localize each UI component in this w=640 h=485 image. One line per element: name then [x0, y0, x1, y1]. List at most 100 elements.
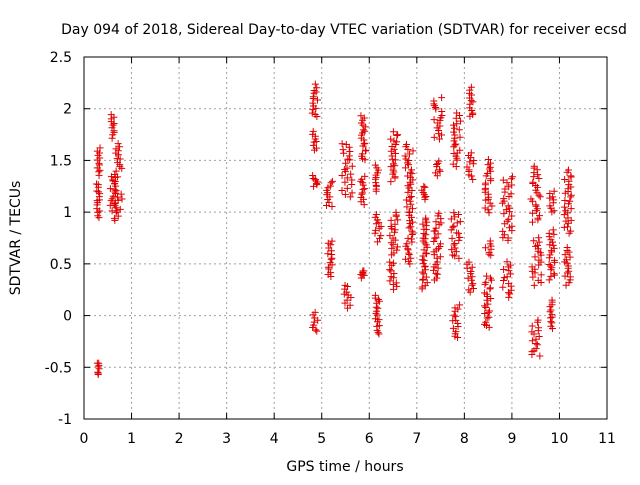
data-point [390, 160, 398, 168]
data-point [389, 128, 397, 136]
chart-title: Day 094 of 2018, Sidereal Day-to-day VTE… [61, 22, 627, 38]
data-point [432, 234, 440, 242]
data-point [309, 127, 317, 135]
data-point [374, 304, 382, 312]
data-point [563, 223, 571, 231]
data-point [405, 250, 413, 258]
data-point [565, 177, 573, 185]
data-point [360, 267, 368, 275]
data-point [371, 291, 379, 299]
data-points [93, 80, 575, 379]
data-point [401, 164, 409, 172]
data-point [391, 156, 399, 164]
data-point [392, 279, 400, 287]
data-point [346, 147, 354, 155]
data-point [549, 226, 557, 234]
data-point [546, 314, 554, 322]
data-point [106, 185, 114, 193]
data-point [449, 121, 457, 129]
data-point [506, 261, 514, 269]
data-point [505, 280, 513, 288]
data-point [107, 111, 115, 119]
data-point [309, 171, 317, 179]
data-point [114, 140, 122, 148]
data-point [450, 222, 458, 230]
data-point [535, 333, 543, 341]
data-point [346, 193, 354, 201]
data-point [357, 194, 365, 202]
data-point [435, 157, 443, 165]
data-point [484, 309, 492, 317]
data-point [419, 252, 427, 260]
data-point [547, 306, 555, 314]
data-point [535, 174, 543, 182]
data-point [390, 259, 398, 267]
data-point [546, 251, 554, 259]
x-tick-label: 4 [270, 431, 279, 447]
plot-frame [83, 56, 608, 420]
data-point [455, 211, 463, 219]
data-point [436, 240, 444, 248]
data-point [448, 246, 456, 254]
data-point [536, 352, 544, 360]
data-point [546, 190, 554, 198]
data-point [404, 188, 412, 196]
data-point [422, 222, 430, 230]
data-point [371, 161, 379, 169]
data-point [455, 126, 463, 134]
data-point [452, 248, 460, 256]
data-point [405, 249, 413, 257]
data-point [467, 149, 475, 157]
data-point [530, 237, 538, 245]
data-point [483, 296, 491, 304]
data-point [567, 172, 575, 180]
data-point [402, 155, 410, 163]
data-point [405, 224, 413, 232]
data-point [116, 143, 124, 151]
data-point [95, 214, 103, 222]
x-tick-label: 3 [222, 431, 231, 447]
data-point [96, 144, 104, 152]
data-point [501, 185, 509, 193]
axis-ticks: 0 1 2 3 4 5 6 7 8 9 10 11 -1 -0.5 0 0.5 1 1.5 2 2.5 [45, 50, 616, 447]
data-point [433, 254, 441, 262]
data-point [309, 102, 317, 110]
data-point [530, 281, 538, 289]
data-point [423, 279, 431, 287]
data-point [311, 80, 319, 88]
data-point [117, 190, 125, 198]
data-point [434, 264, 442, 272]
data-point [342, 141, 350, 149]
data-point [375, 316, 383, 324]
data-point [500, 195, 508, 203]
data-point [423, 250, 431, 258]
data-point [94, 368, 102, 376]
data-point [551, 271, 559, 279]
data-point [343, 164, 351, 172]
data-point [451, 304, 459, 312]
data-point [420, 225, 428, 233]
data-point [420, 182, 428, 190]
data-point [93, 187, 101, 195]
x-tick-label: 11 [598, 431, 616, 447]
data-point [409, 229, 417, 237]
data-point [390, 168, 398, 176]
data-point [450, 128, 458, 136]
data-point [390, 137, 398, 145]
data-point [94, 208, 102, 216]
data-point [482, 179, 490, 187]
data-point [481, 310, 489, 318]
data-point [430, 97, 438, 105]
data-point [506, 270, 514, 278]
data-point [430, 266, 438, 274]
data-point [409, 205, 417, 213]
data-point [451, 141, 459, 149]
data-point [404, 234, 412, 242]
data-point [448, 234, 456, 242]
data-point [533, 241, 541, 249]
data-point [456, 233, 464, 241]
data-point [449, 223, 457, 231]
data-point [486, 159, 494, 167]
data-point [116, 205, 124, 213]
data-point [343, 174, 351, 182]
